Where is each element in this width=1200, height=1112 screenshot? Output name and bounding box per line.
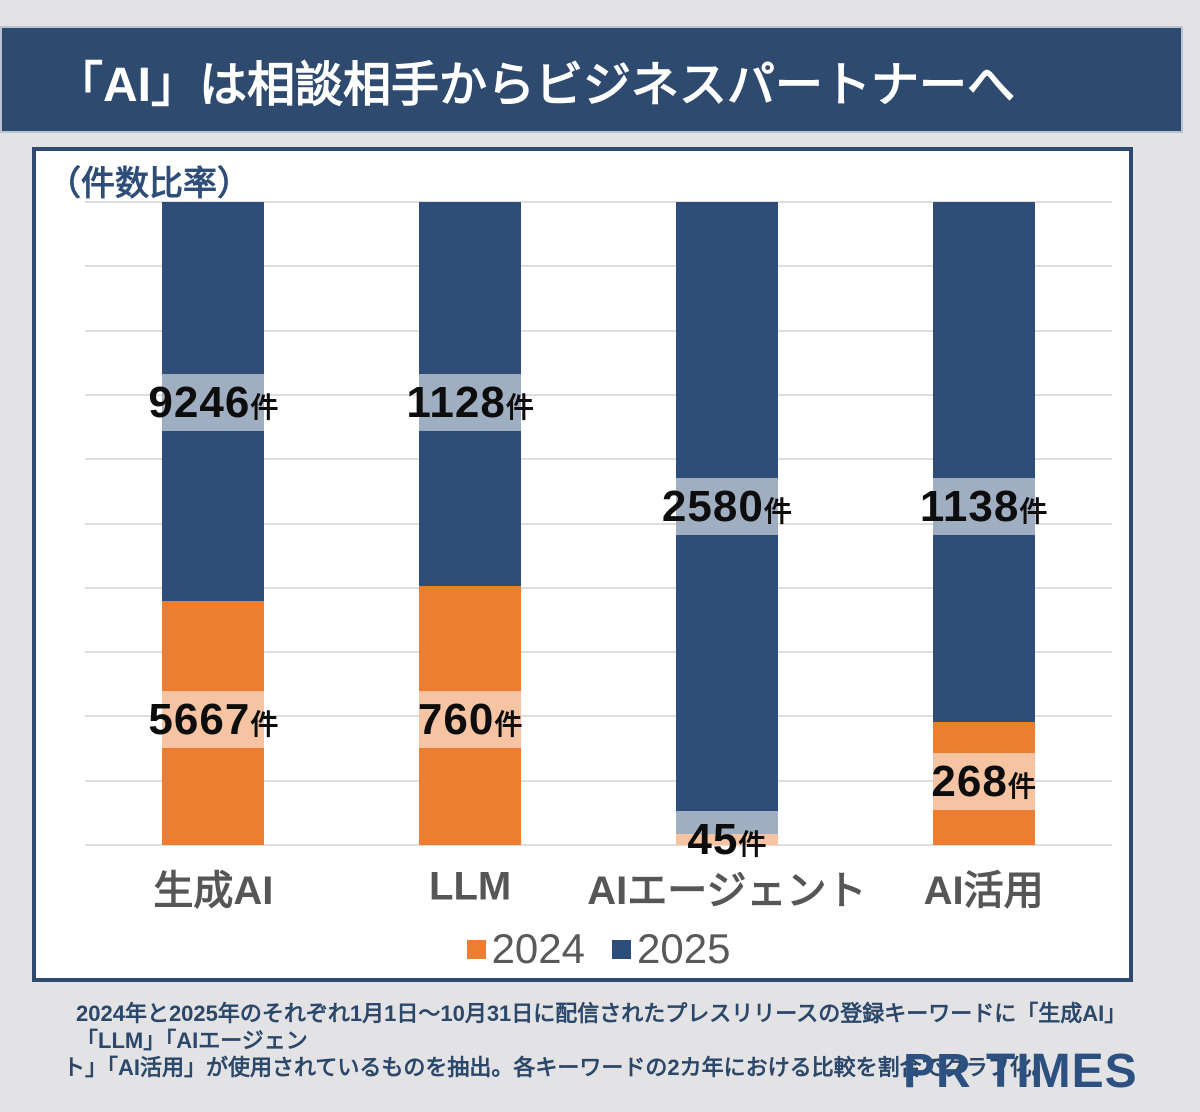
label-band xyxy=(162,691,265,748)
legend-label-2025: 2025 xyxy=(637,925,731,972)
value-number: 45 xyxy=(687,814,739,864)
label-band xyxy=(419,374,522,431)
value-label-2025-AIエージェント: 2580件 xyxy=(662,482,792,532)
label-band xyxy=(675,478,778,535)
axis-label-LLM: LLM xyxy=(429,864,512,909)
value-label-2025-AI活用: 1138件 xyxy=(920,482,1047,532)
value-unit: 件 xyxy=(494,708,523,740)
value-number: 268 xyxy=(931,756,1008,806)
pr-times-logo: PR TIMES xyxy=(903,1045,1138,1098)
value-unit: 件 xyxy=(1007,770,1036,802)
segment-2025 xyxy=(932,202,1035,723)
bar-AIエージェント xyxy=(675,202,778,845)
value-label-2024-LLM: 760件 xyxy=(418,695,522,745)
value-unit: 件 xyxy=(505,391,534,423)
gridline xyxy=(85,844,1112,846)
gridline xyxy=(85,201,1112,203)
value-label-2024-生成AI: 5667件 xyxy=(148,695,278,745)
value-unit: 件 xyxy=(250,708,279,740)
footer-note-line-1: 2024年と2025年のそれぞれ1月1日～10月31日に配信されたプレスリリース… xyxy=(76,1001,1127,1053)
value-unit: 件 xyxy=(763,495,792,527)
value-label-2024-AI活用: 268件 xyxy=(931,757,1035,807)
legend-label-2024: 2024 xyxy=(491,925,585,972)
gridline xyxy=(85,586,1112,589)
value-number: 2580 xyxy=(661,481,764,531)
gridline xyxy=(85,715,1112,718)
axis-label-AI活用: AI活用 xyxy=(923,869,1044,913)
value-unit: 件 xyxy=(250,391,279,423)
label-band xyxy=(162,374,265,431)
legend-item-2025: 2025 xyxy=(612,925,730,973)
value-number: 5667 xyxy=(148,694,251,744)
value-label-2025-LLM: 1128件 xyxy=(406,378,533,428)
gridline xyxy=(85,779,1112,782)
value-unit: 件 xyxy=(738,828,767,860)
value-unit: 件 xyxy=(1019,495,1048,527)
axis-label-AIエージェント: AIエージェント xyxy=(587,869,867,913)
footer-note: 2024年と2025年のそれぞれ1月1日～10月31日に配信されたプレスリリース… xyxy=(63,1000,1173,1081)
value-number: 1128 xyxy=(406,377,506,427)
bar-AI活用 xyxy=(932,202,1035,845)
gridline xyxy=(85,265,1112,268)
legend: 2024 2025 xyxy=(85,925,1112,972)
gridline xyxy=(85,522,1112,525)
title-banner: 「AI」は相談相手からビジネスパートナーへ xyxy=(0,26,1183,133)
gridline xyxy=(85,393,1112,396)
gridline xyxy=(85,329,1112,332)
value-label-2024-AIエージェント: 45件 xyxy=(687,815,766,865)
label-band xyxy=(932,478,1035,535)
bar-生成AI xyxy=(162,202,265,845)
gridline xyxy=(85,458,1112,461)
bar-LLM xyxy=(419,202,522,845)
chart-title: 「AI」は相談相手からビジネスパートナーへ xyxy=(55,58,1016,112)
value-number: 9246 xyxy=(148,377,251,427)
value-number: 760 xyxy=(417,694,495,744)
legend-swatch-2025 xyxy=(612,939,631,959)
legend-item-2024: 2024 xyxy=(466,925,585,973)
label-band xyxy=(419,691,522,748)
value-number: 1138 xyxy=(919,481,1020,531)
footer-note-line-2: ト」「AI活用」が使用されているものを抽出。各キーワードの2カ年における比較を割… xyxy=(63,1055,1054,1080)
axis-label-生成AI: 生成AI xyxy=(153,869,274,913)
label-band xyxy=(675,811,778,845)
legend-swatch-2024 xyxy=(466,939,486,959)
label-band xyxy=(932,753,1035,810)
value-label-2025-生成AI: 9246件 xyxy=(148,378,278,428)
gridline xyxy=(85,651,1112,654)
axis-note: （件数比率） xyxy=(47,165,251,203)
